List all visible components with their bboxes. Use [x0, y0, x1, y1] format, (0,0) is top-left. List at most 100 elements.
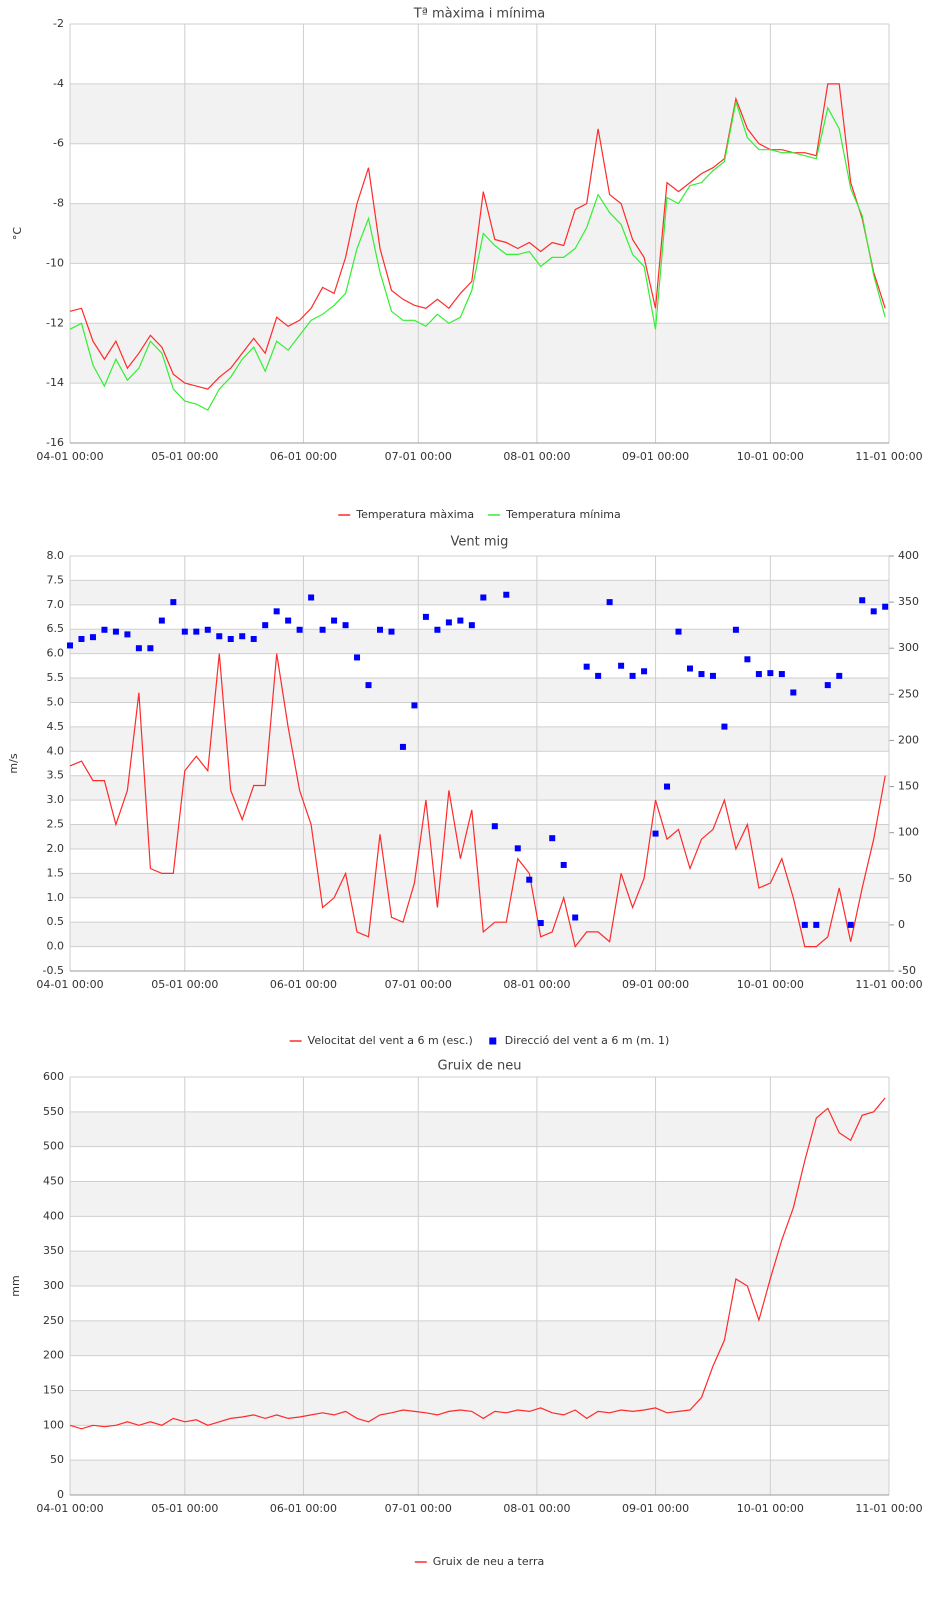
x-tick-label: 05-01 00:00	[151, 450, 218, 463]
scatter-point	[629, 672, 636, 679]
scatter-point	[193, 628, 200, 635]
y-tick-label: 3.0	[47, 793, 65, 806]
scatter-point	[262, 622, 269, 629]
y-tick-label: 6.0	[47, 647, 65, 660]
grid-band	[70, 922, 889, 947]
y2-tick-label: -50	[898, 964, 916, 977]
x-tick-label: 09-01 00:00	[622, 1502, 689, 1515]
y2-tick-label: 400	[898, 549, 919, 562]
scatter-point	[457, 617, 464, 624]
y-tick-label: -4	[53, 77, 64, 90]
y-tick-label: 2.5	[47, 818, 65, 831]
y-tick-label: -12	[46, 316, 64, 329]
scatter-point	[698, 671, 705, 678]
y-tick-label: 2.0	[47, 842, 65, 855]
x-tick-label: 09-01 00:00	[622, 450, 689, 463]
scatter-point	[227, 636, 234, 642]
scatter-point	[526, 876, 533, 883]
scatter-point	[778, 671, 785, 678]
scatter-point	[365, 682, 372, 689]
legend-label: Temperatura màxima	[355, 508, 474, 521]
y-tick-label: 3.5	[47, 769, 65, 782]
scatter-point	[503, 591, 510, 598]
x-tick-label: 04-01 00:00	[36, 978, 103, 991]
y-tick-label: 0.5	[47, 915, 65, 928]
y-tick-label: 1.5	[47, 866, 65, 879]
y-tick-label: -0.5	[43, 964, 64, 977]
x-tick-label: 04-01 00:00	[36, 1502, 103, 1515]
legend-label: Gruix de neu a terra	[433, 1555, 544, 1568]
scatter-point	[606, 599, 613, 606]
y-tick-label: 7.5	[47, 573, 65, 586]
x-tick-label: 07-01 00:00	[385, 978, 452, 991]
scatter-point	[491, 823, 498, 830]
x-tick-label: 08-01 00:00	[503, 978, 570, 991]
x-tick-label: 08-01 00:00	[503, 1502, 570, 1515]
scatter-point	[388, 628, 395, 635]
y-axis-label: °C	[11, 227, 24, 241]
scatter-point	[296, 626, 303, 633]
scatter-point	[181, 628, 188, 635]
legend-label: Velocitat del vent a 6 m (esc.)	[308, 1034, 473, 1047]
scatter-point	[549, 835, 556, 842]
x-tick-label: 10-01 00:00	[737, 1502, 804, 1515]
x-tick-label: 11-01 00:00	[855, 450, 922, 463]
y-tick-label: 350	[43, 1244, 64, 1257]
y2-tick-label: 50	[898, 872, 912, 885]
scatter-point	[732, 626, 739, 633]
x-tick-label: 10-01 00:00	[737, 978, 804, 991]
scatter-point	[124, 631, 131, 638]
scatter-point	[480, 594, 487, 601]
scatter-point	[342, 622, 349, 629]
scatter-point	[354, 654, 361, 661]
scatter-point	[239, 633, 246, 640]
scatter-point	[422, 613, 429, 620]
x-tick-label: 06-01 00:00	[270, 1502, 337, 1515]
y-tick-label: -6	[53, 137, 64, 150]
y-tick-label: 8.0	[47, 549, 65, 562]
y-tick-label: 6.5	[47, 622, 65, 635]
x-tick-label: 04-01 00:00	[36, 450, 103, 463]
chart-title: Tª màxima i mínima	[413, 7, 545, 22]
y-tick-label: 100	[43, 1418, 64, 1431]
grid-band	[70, 678, 889, 703]
scatter-point	[308, 594, 315, 601]
chart-title: Vent mig	[451, 535, 509, 550]
scatter-point	[319, 626, 326, 633]
scatter-point	[399, 743, 406, 750]
scatter-point	[721, 723, 728, 730]
y-tick-label: 5.5	[47, 671, 65, 684]
y2-tick-label: 100	[898, 826, 919, 839]
y-tick-label: -8	[53, 197, 64, 210]
x-tick-label: 07-01 00:00	[385, 450, 452, 463]
scatter-point	[560, 861, 567, 868]
x-tick-label: 09-01 00:00	[622, 978, 689, 991]
scatter-point	[618, 662, 625, 669]
y2-tick-label: 0	[898, 918, 905, 931]
series-line	[69, 83, 886, 390]
y2-tick-label: 350	[898, 595, 919, 608]
scatter-point	[331, 617, 338, 624]
x-tick-label: 05-01 00:00	[151, 978, 218, 991]
y-tick-label: 0	[57, 1488, 64, 1501]
y-tick-label: 400	[43, 1209, 64, 1222]
scatter-point	[767, 670, 774, 677]
series-line	[69, 653, 886, 948]
x-tick-label: 06-01 00:00	[270, 978, 337, 991]
grid-band	[70, 83, 889, 144]
y-tick-label: 50	[50, 1453, 64, 1466]
grid-band	[70, 629, 889, 654]
x-tick-label: 11-01 00:00	[855, 978, 922, 991]
y-tick-label: -10	[46, 256, 64, 269]
y-axis-label: m/s	[7, 753, 20, 773]
y-axis-label: mm	[9, 1275, 22, 1296]
grid-band	[70, 580, 889, 605]
scatter-point	[67, 642, 73, 649]
grid-band	[70, 824, 889, 849]
scatter-point	[135, 645, 142, 652]
grid-band	[70, 323, 889, 384]
grid-band	[70, 1181, 889, 1217]
y2-tick-label: 250	[898, 687, 919, 700]
